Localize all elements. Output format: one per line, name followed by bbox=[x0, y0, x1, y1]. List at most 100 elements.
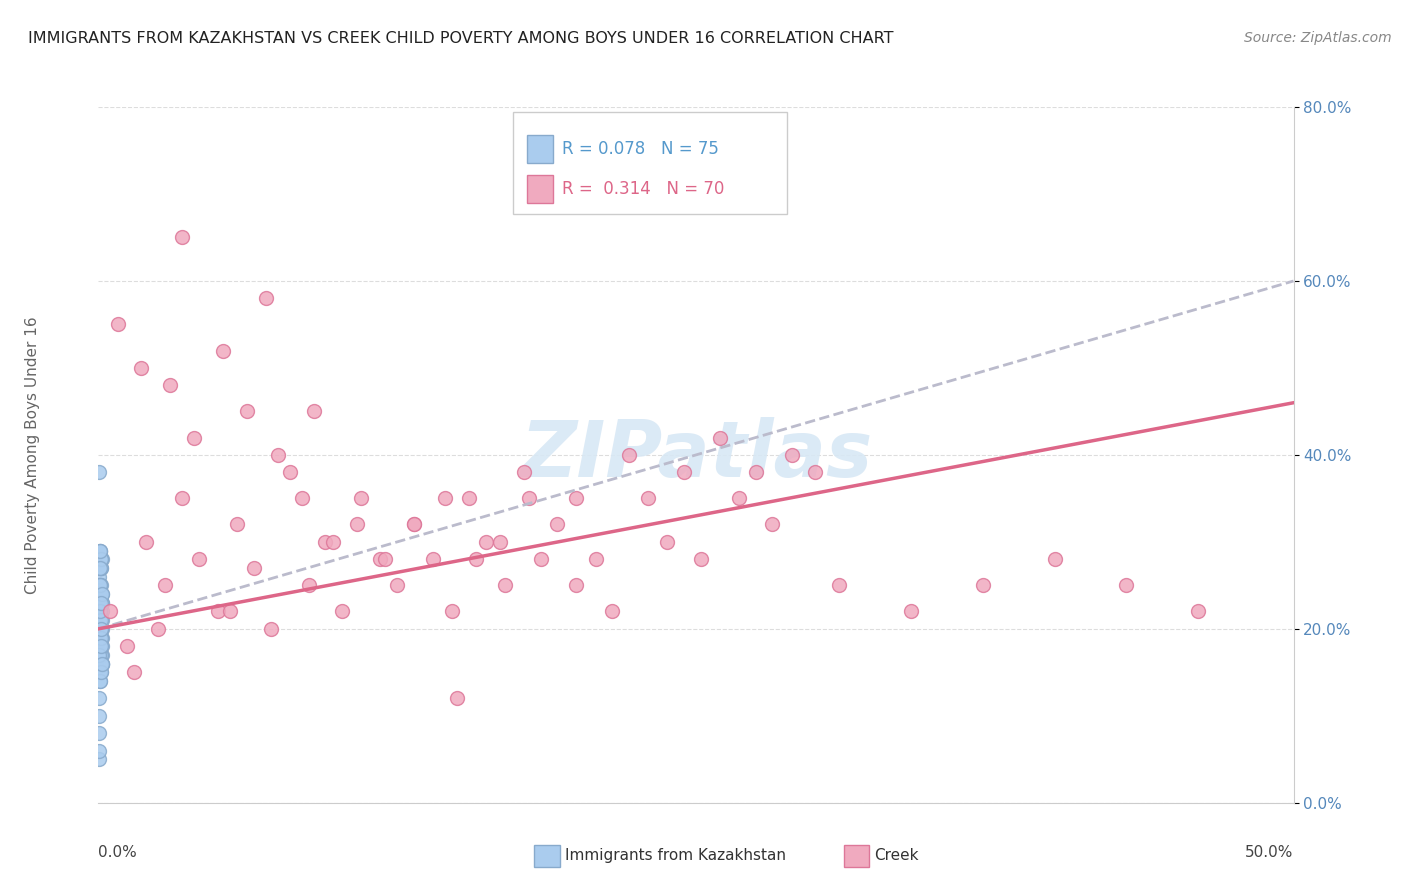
Point bbox=[657, 534, 679, 549]
Point bbox=[226, 517, 249, 532]
Point bbox=[565, 578, 588, 592]
Point bbox=[172, 230, 194, 244]
Point bbox=[159, 378, 181, 392]
Point bbox=[90, 561, 112, 575]
Point bbox=[433, 491, 456, 506]
Point bbox=[89, 613, 111, 627]
Point bbox=[374, 552, 396, 566]
Point bbox=[89, 578, 111, 592]
Point bbox=[89, 631, 111, 645]
Point bbox=[90, 657, 112, 671]
Point bbox=[617, 448, 640, 462]
Point bbox=[89, 543, 111, 558]
Point bbox=[89, 570, 111, 584]
Text: R = 0.078   N = 75: R = 0.078 N = 75 bbox=[562, 140, 720, 158]
Point bbox=[517, 491, 540, 506]
Point bbox=[90, 622, 112, 636]
Point bbox=[1187, 605, 1209, 619]
Point bbox=[728, 491, 751, 506]
Point bbox=[1115, 578, 1137, 592]
Point bbox=[90, 648, 112, 662]
Point bbox=[278, 466, 301, 480]
Point bbox=[89, 605, 111, 619]
Point bbox=[90, 639, 112, 653]
Point bbox=[90, 578, 112, 592]
Point bbox=[91, 596, 114, 610]
Point bbox=[87, 726, 110, 740]
Point bbox=[90, 561, 112, 575]
Point bbox=[89, 648, 111, 662]
Point bbox=[489, 534, 512, 549]
Point bbox=[254, 291, 277, 305]
Text: R =  0.314   N = 70: R = 0.314 N = 70 bbox=[562, 180, 724, 198]
Point bbox=[219, 605, 242, 619]
Point bbox=[90, 587, 112, 601]
Point bbox=[90, 613, 112, 627]
Point bbox=[529, 552, 551, 566]
Point bbox=[90, 639, 112, 653]
Point bbox=[89, 605, 111, 619]
Point bbox=[87, 744, 110, 758]
Point bbox=[131, 360, 153, 375]
Point bbox=[89, 543, 111, 558]
Point bbox=[211, 343, 233, 358]
Text: Source: ZipAtlas.com: Source: ZipAtlas.com bbox=[1244, 31, 1392, 45]
Point bbox=[637, 491, 659, 506]
Point bbox=[90, 622, 112, 636]
Point bbox=[745, 466, 768, 480]
Point bbox=[322, 534, 344, 549]
Text: 0.0%: 0.0% bbox=[98, 845, 138, 860]
Point bbox=[172, 491, 194, 506]
Point bbox=[761, 517, 783, 532]
Point bbox=[89, 613, 111, 627]
Point bbox=[90, 665, 112, 680]
Point bbox=[243, 561, 266, 575]
Point bbox=[689, 552, 711, 566]
Point bbox=[89, 596, 111, 610]
Point bbox=[89, 587, 111, 601]
Point bbox=[90, 552, 112, 566]
Point bbox=[90, 622, 112, 636]
Point bbox=[90, 657, 112, 671]
Point bbox=[1043, 552, 1066, 566]
Point bbox=[600, 605, 623, 619]
Point bbox=[90, 613, 112, 627]
Point bbox=[90, 648, 112, 662]
Point bbox=[90, 648, 112, 662]
Point bbox=[183, 431, 205, 445]
Point bbox=[89, 578, 111, 592]
Point bbox=[89, 752, 111, 766]
Point bbox=[804, 466, 827, 480]
Text: Creek: Creek bbox=[875, 848, 920, 863]
Point bbox=[90, 639, 112, 653]
Point bbox=[330, 605, 353, 619]
Point bbox=[828, 578, 851, 592]
Point bbox=[87, 708, 110, 723]
Point bbox=[474, 534, 496, 549]
Point bbox=[89, 674, 111, 689]
Text: Immigrants from Kazakhstan: Immigrants from Kazakhstan bbox=[565, 848, 786, 863]
Point bbox=[90, 613, 112, 627]
Point bbox=[90, 657, 112, 671]
Point bbox=[546, 517, 568, 532]
Point bbox=[115, 639, 138, 653]
Point bbox=[155, 578, 177, 592]
Point bbox=[402, 517, 425, 532]
Point bbox=[89, 605, 111, 619]
Point bbox=[91, 657, 114, 671]
Point bbox=[302, 404, 325, 418]
Text: 50.0%: 50.0% bbox=[1246, 845, 1294, 860]
Point bbox=[780, 448, 803, 462]
Point bbox=[89, 648, 111, 662]
Point bbox=[187, 552, 209, 566]
Point bbox=[89, 605, 111, 619]
Point bbox=[259, 622, 281, 636]
Point bbox=[90, 596, 112, 610]
Point bbox=[315, 534, 337, 549]
Point bbox=[89, 674, 111, 689]
Point bbox=[673, 466, 696, 480]
Text: Child Poverty Among Boys Under 16: Child Poverty Among Boys Under 16 bbox=[25, 316, 41, 594]
Point bbox=[90, 631, 112, 645]
Point bbox=[89, 561, 111, 575]
Point bbox=[90, 639, 112, 653]
